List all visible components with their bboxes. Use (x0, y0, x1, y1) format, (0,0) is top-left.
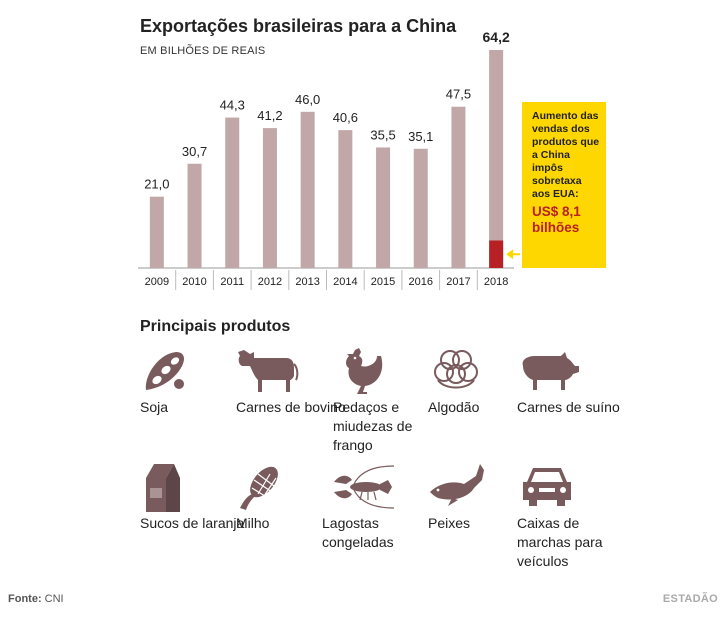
brand-logo: ESTADÃO (662, 593, 718, 605)
product-label: Milho (236, 515, 270, 531)
bar-2016 (413, 148, 428, 268)
product-label: Algodão (428, 399, 480, 415)
product-cotton: Algodão (428, 346, 538, 417)
product-label: Sucos de laranja (140, 515, 245, 531)
bar-2014 (338, 130, 353, 268)
callout-text: Aumento das vendas dos produtos que a Ch… (532, 110, 600, 200)
tick-label-2013: 2013 (295, 276, 319, 288)
product-chicken: Pedaços e miudezas de frango (333, 346, 443, 455)
tick-label-2018: 2018 (484, 276, 508, 288)
product-label: Pedaços e miudezas de frango (333, 399, 413, 453)
bar-highlight-2018 (489, 240, 504, 268)
bar-2009 (149, 196, 164, 268)
source-label: Fonte: (8, 593, 42, 605)
callout-box: Aumento das vendas dos produtos que a Ch… (522, 102, 606, 268)
cow-icon (238, 350, 299, 392)
product-label: Carnes de suíno (517, 399, 620, 415)
fish-icon (430, 464, 484, 506)
product-beef: Carnes de bovino (236, 346, 346, 417)
tick-label-2017: 2017 (446, 276, 470, 288)
product-label: Peixes (428, 515, 471, 531)
tick-label-2014: 2014 (333, 276, 357, 288)
product-label: Carnes de bovino (236, 399, 346, 415)
value-label-2013: 46,0 (295, 92, 320, 107)
tick-label-2016: 2016 (409, 276, 433, 288)
product-label: Soja (140, 399, 169, 415)
source-note: Fonte: CNI (8, 593, 64, 605)
tick-label-2012: 2012 (258, 276, 282, 288)
products-title: Principais produtos (140, 318, 291, 335)
bar-2010 (187, 163, 202, 268)
tick-label-2011: 2011 (220, 276, 244, 288)
value-label-2012: 41,2 (257, 108, 282, 123)
product-fish: Peixes (428, 462, 538, 533)
product-orange-juice: Sucos de laranja (140, 462, 250, 533)
callout-arrow-head (506, 249, 514, 260)
source-name: CNI (44, 593, 64, 605)
product-pork: Carnes de suíno (517, 346, 627, 417)
product-label: Lagostas congeladas (322, 515, 394, 550)
bar-chart: 21,0 2009 30,7 2010 44,3 2011 41,2 2012 46,0 2013… (138, 29, 520, 290)
bar-2012 (262, 128, 277, 268)
tick-label-2009: 2009 (145, 276, 169, 288)
lobster-icon (334, 465, 395, 509)
juice-carton-icon (146, 464, 180, 512)
corn-icon (240, 466, 278, 510)
value-label-2010: 30,7 (182, 144, 207, 159)
chicken-icon (346, 348, 383, 394)
value-label-2016: 35,1 (408, 129, 433, 144)
product-gearboxes: Caixas de marchas para veículos (517, 462, 627, 571)
soy-icon (145, 352, 184, 390)
bar-2018 (489, 50, 504, 268)
value-label-2009: 21,0 (144, 177, 169, 192)
bar-2015 (376, 147, 391, 268)
product-label: Caixas de marchas para veículos (517, 515, 603, 569)
bar-2013 (300, 111, 315, 268)
product-lobster: Lagostas congeladas (322, 462, 432, 552)
value-label-2015: 35,5 (370, 127, 395, 142)
pig-icon (522, 352, 579, 390)
tick-label-2015: 2015 (371, 276, 395, 288)
product-soy: Soja (140, 346, 250, 417)
tick-label-2010: 2010 (182, 276, 206, 288)
cotton-icon (434, 350, 478, 389)
value-label-2011: 44,3 (220, 98, 245, 113)
bar-2017 (451, 106, 466, 268)
value-label-2017: 47,5 (446, 87, 471, 102)
value-label-2018: 64,2 (483, 29, 510, 45)
bar-2011 (225, 117, 240, 268)
product-corn: Milho (236, 462, 346, 533)
chart-subtitle: EM BILHÕES DE REAIS (140, 45, 266, 57)
car-icon (523, 468, 571, 506)
callout-value: US$ 8,1 bilhões (532, 204, 581, 235)
value-label-2014: 40,6 (333, 110, 358, 125)
chart-title: Exportações brasileiras para a China (140, 16, 457, 36)
